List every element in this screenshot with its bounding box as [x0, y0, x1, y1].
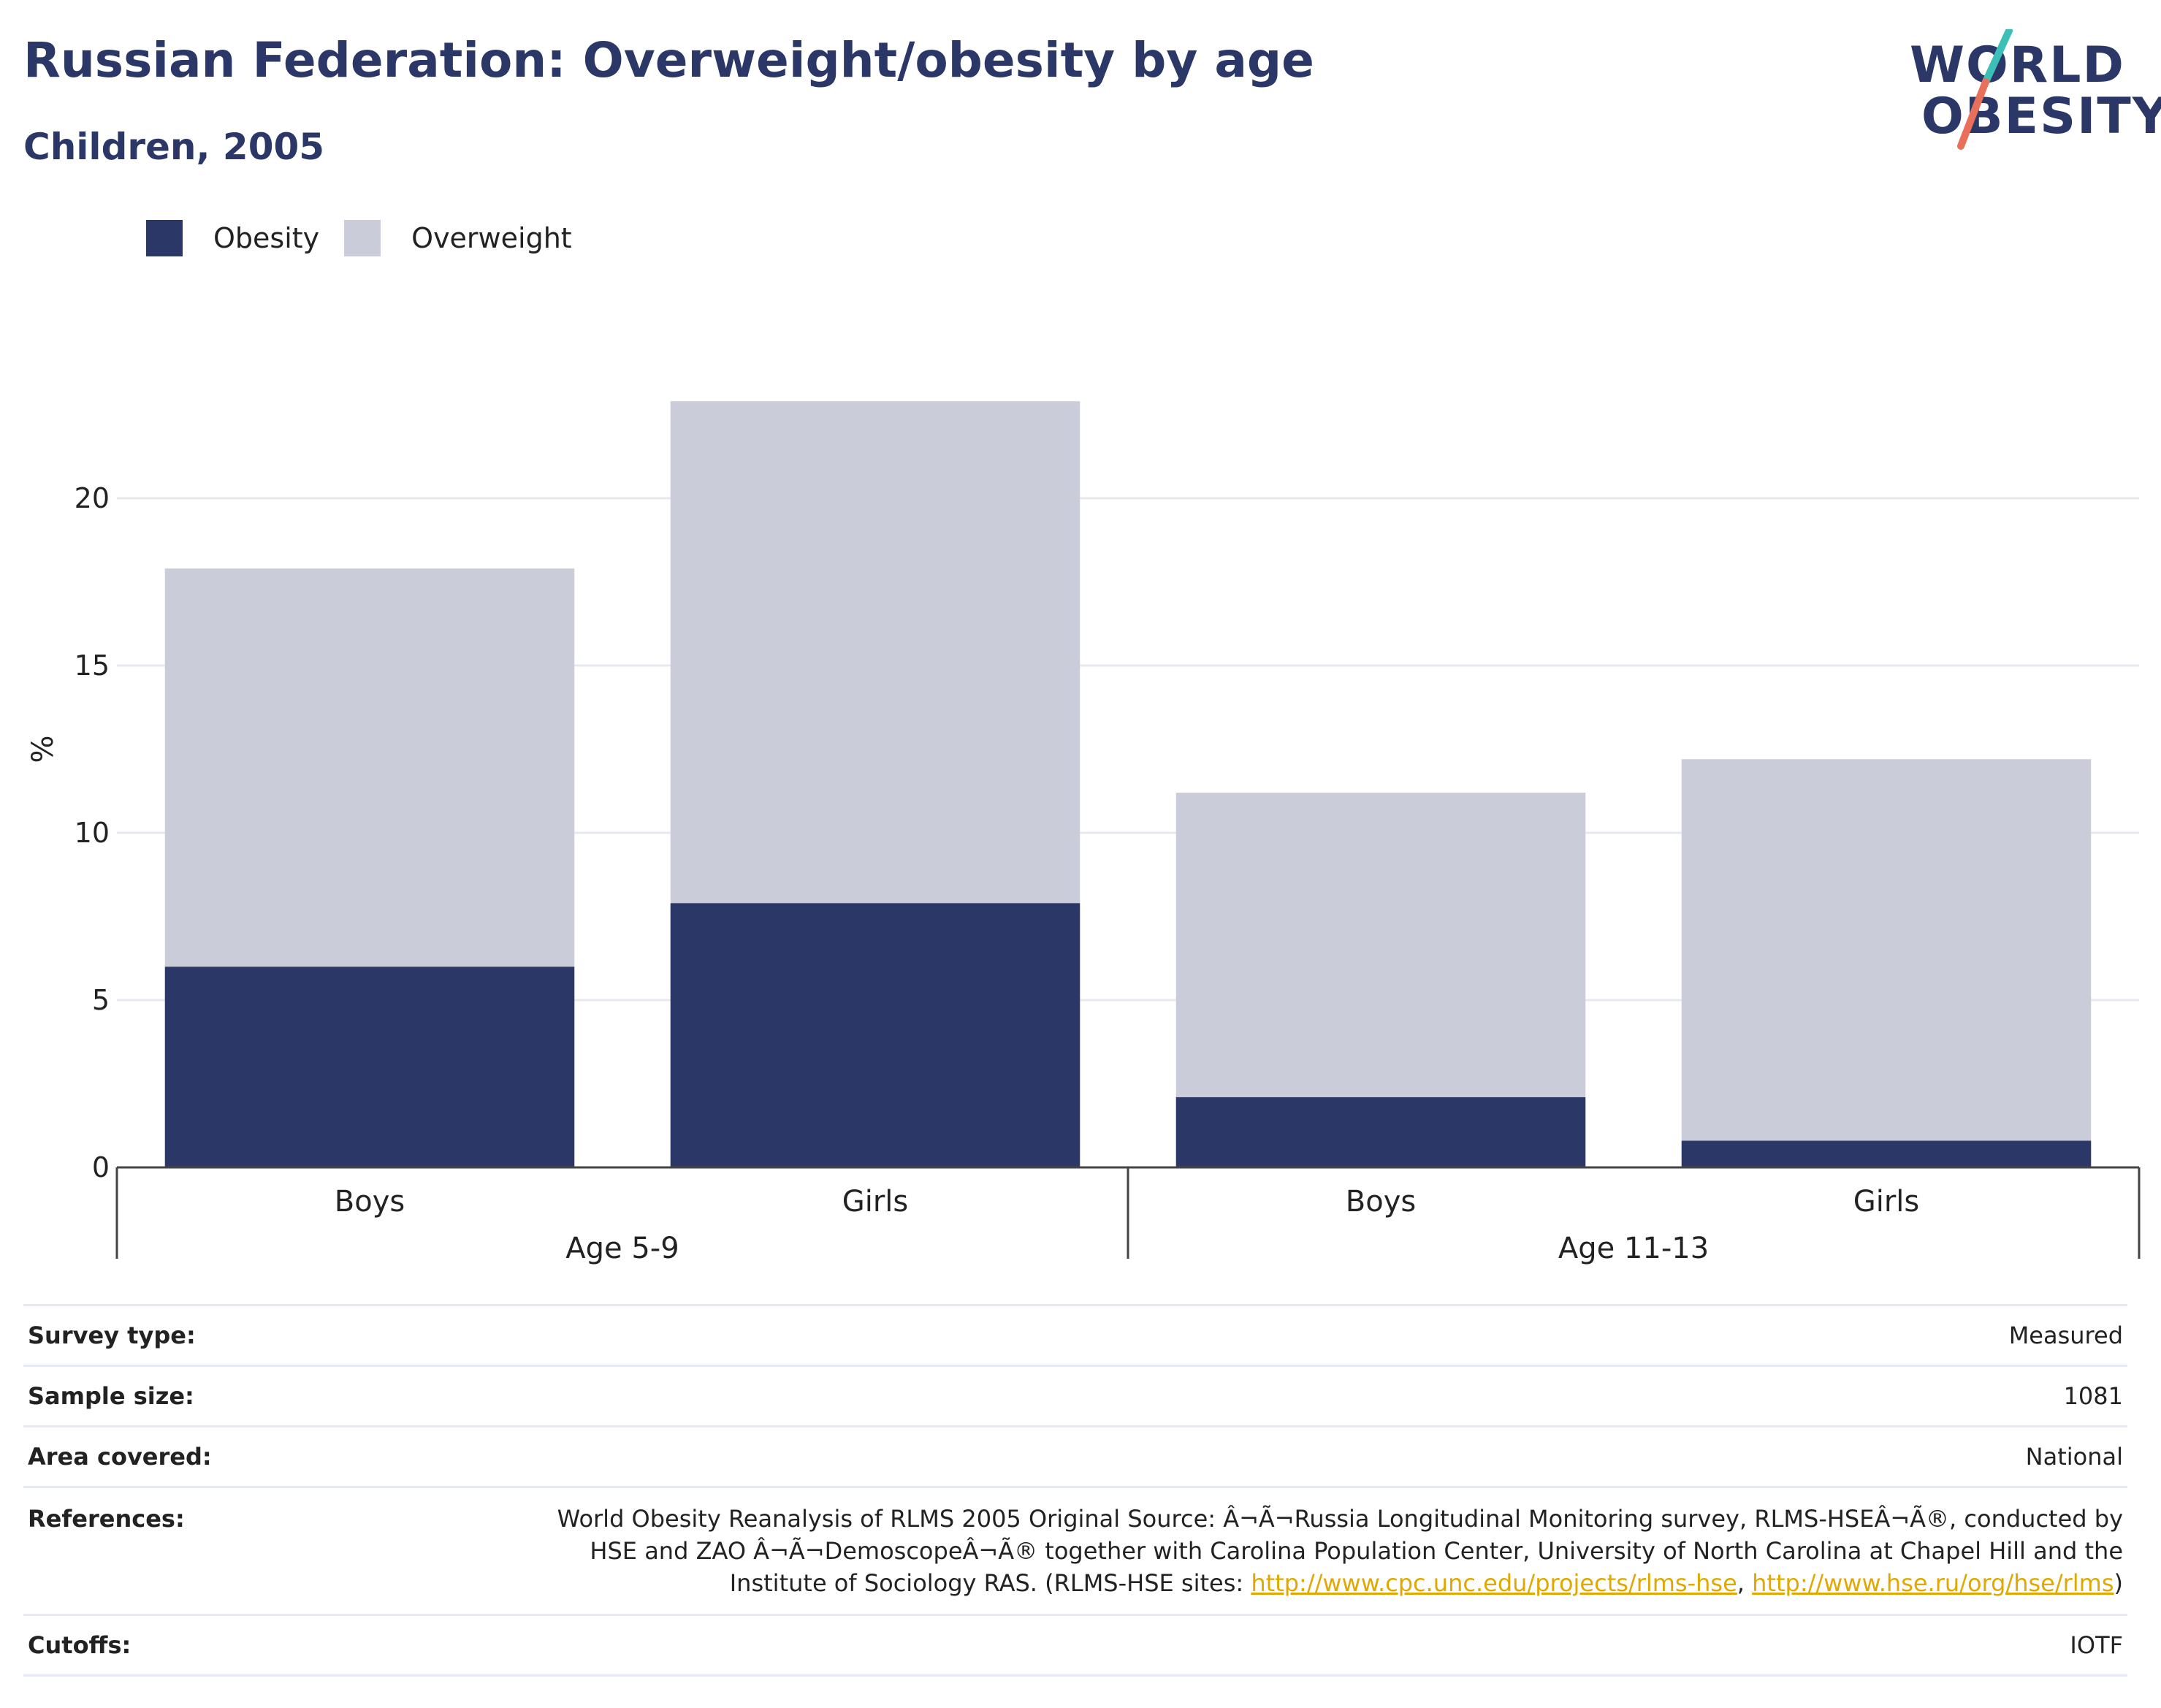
- x-tick-label-3: Girls: [1853, 1185, 1920, 1219]
- references-text-line-2: HSE and ZAO Â¬Ã¬DemoscopeÂ¬Ã® together w…: [590, 1537, 2123, 1565]
- page-subtitle: Children, 2005: [23, 126, 325, 168]
- bar-obesity-2: [1175, 1097, 1586, 1167]
- references-value: World Obesity Reanalysis of RLMS 2005 Or…: [470, 1486, 2127, 1615]
- group-label-1: Age 11-13: [1558, 1232, 1709, 1265]
- x-tick-label-2: Boys: [1346, 1185, 1416, 1219]
- stacked-bar-chart: 0 5 10 15 20% Boys Girls Boys Girls Age 5-9 Age 11…: [26, 401, 2141, 1265]
- survey-type-label: Survey type:: [23, 1304, 470, 1366]
- legend-label-obesity: Obesity: [213, 222, 320, 254]
- rlms-hse-link[interactable]: http://www.hse.ru/org/hse/rlms: [1752, 1569, 2114, 1597]
- sample-size-value: 1081: [470, 1365, 2127, 1427]
- survey-info-table: Survey type: Measured Sample size: 1081 …: [23, 1304, 2127, 1677]
- y-tick-label-20: 20: [75, 482, 110, 514]
- references-text-end: ): [2114, 1569, 2123, 1597]
- x-tick-label-1: Girls: [842, 1185, 909, 1219]
- references-label: References:: [23, 1486, 470, 1615]
- logo-line-1: WORLD: [1910, 37, 2125, 94]
- references-separator: ,: [1737, 1569, 1753, 1597]
- legend-label-overweight: Overweight: [411, 222, 572, 254]
- y-tick-label-0: 0: [92, 1151, 110, 1183]
- group-label-0: Age 5-9: [565, 1232, 679, 1265]
- info-row-references: References: World Obesity Reanalysis of …: [23, 1486, 2127, 1615]
- y-axis-label: %: [26, 735, 60, 763]
- x-tick-label-0: Boys: [335, 1185, 405, 1219]
- bar-obesity-3: [1681, 1140, 2092, 1167]
- bar-overweight-2: [1175, 793, 1586, 1097]
- bar-overweight-0: [164, 568, 575, 967]
- info-row-area-covered: Area covered: National: [23, 1425, 2127, 1487]
- y-tick-label-5: 5: [92, 984, 110, 1016]
- logo-slash-icon: [1957, 29, 2013, 150]
- chart-legend: Obesity Overweight: [146, 219, 597, 257]
- references-text-line-3: Institute of Sociology RAS. (RLMS-HSE si…: [729, 1569, 1251, 1597]
- survey-type-value: Measured: [470, 1304, 2127, 1366]
- references-text-line-1: World Obesity Reanalysis of RLMS 2005 Or…: [557, 1505, 2123, 1533]
- info-row-survey-type: Survey type: Measured: [23, 1304, 2127, 1366]
- cutoffs-label: Cutoffs:: [23, 1614, 470, 1677]
- info-row-cutoffs: Cutoffs: IOTF: [23, 1614, 2127, 1677]
- info-row-sample-size: Sample size: 1081: [23, 1365, 2127, 1427]
- legend-swatch-overweight: [344, 220, 381, 256]
- world-obesity-logo: WORLD OBESITY: [1899, 29, 2161, 153]
- bar-obesity-0: [164, 967, 575, 1167]
- cutoffs-value: IOTF: [470, 1614, 2127, 1677]
- rlms-cpc-link[interactable]: http://www.cpc.unc.edu/projects/rlms-hse: [1251, 1569, 1737, 1597]
- y-tick-label-15: 15: [75, 649, 110, 682]
- bar-overweight-3: [1681, 759, 2092, 1141]
- page-title: Russian Federation: Overweight/obesity b…: [23, 32, 1314, 88]
- sample-size-label: Sample size:: [23, 1365, 470, 1427]
- legend-item-overweight[interactable]: Overweight: [344, 220, 572, 256]
- legend-swatch-obesity: [146, 220, 183, 256]
- area-covered-value: National: [470, 1425, 2127, 1487]
- bar-overweight-1: [670, 401, 1080, 904]
- y-tick-label-10: 10: [75, 817, 110, 849]
- area-covered-label: Area covered:: [23, 1425, 470, 1487]
- bar-obesity-1: [670, 903, 1080, 1167]
- legend-item-obesity[interactable]: Obesity: [146, 220, 319, 256]
